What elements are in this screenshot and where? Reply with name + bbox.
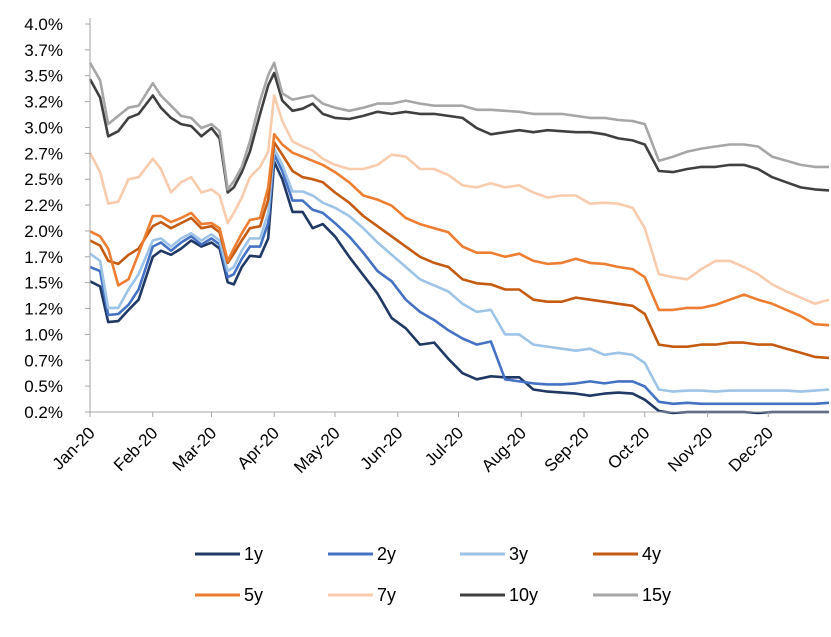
y-tick-label: 2.7% <box>24 144 63 163</box>
series-line-4y <box>89 141 830 360</box>
x-tick-label: Sep-20 <box>541 423 593 475</box>
series-line-5y <box>89 133 830 327</box>
x-tick-label: Jan-20 <box>49 423 99 473</box>
series-line-7y <box>88 94 830 306</box>
x-tick-label: Feb-20 <box>110 423 162 475</box>
legend-label-3y: 3y <box>509 544 528 564</box>
y-tick-label: 0.5% <box>24 377 63 396</box>
series-line-15y <box>88 61 829 191</box>
legend-label-2y: 2y <box>377 544 396 564</box>
y-tick-label: 1.0% <box>24 325 63 344</box>
series-line-1y <box>89 160 829 415</box>
plot-lines <box>88 61 830 415</box>
y-tick-label: 2.5% <box>24 170 63 189</box>
legend-label-4y: 4y <box>642 544 661 564</box>
x-tick-label: Aug-20 <box>478 423 530 475</box>
y-tick-label: 2.0% <box>24 222 63 241</box>
legend-label-15y: 15y <box>642 585 671 605</box>
legend-label-1y: 1y <box>244 544 263 564</box>
x-tick-label: Dec-20 <box>725 423 777 475</box>
x-tick-label: Jul-20 <box>421 423 467 469</box>
y-tick-label: 3.2% <box>24 93 63 112</box>
x-tick-label: May-20 <box>290 423 344 477</box>
y-tick-label: 3.5% <box>24 67 63 86</box>
legend-label-10y: 10y <box>509 585 538 605</box>
legend-label-5y: 5y <box>244 585 263 605</box>
legend: 1y 2y 3y 4y 5y 7y 10y 15y <box>195 544 671 605</box>
y-tick-label: 4.0% <box>24 15 63 34</box>
y-tick-label: 1.5% <box>24 274 63 293</box>
y-tick-label: 1.7% <box>24 248 63 267</box>
y-tick-label: 0.2% <box>24 403 63 422</box>
y-tick-label: 1.2% <box>24 300 63 319</box>
series-line-10y <box>88 71 830 194</box>
legend-label-7y: 7y <box>377 585 396 605</box>
x-tick-label: Apr-20 <box>234 423 284 473</box>
y-tick-label: 3.7% <box>24 41 63 60</box>
x-tick-label: Jun-20 <box>356 423 406 473</box>
series-line-3y <box>89 147 830 393</box>
x-axis: Jan-20 Feb-20 Mar-20 Apr-20 May-20 Jun-20 Jul-… <box>49 411 829 477</box>
y-tick-label: 0.7% <box>24 351 63 370</box>
series-line-2y <box>89 153 830 406</box>
y-axis: 4.0% 3.7% 3.5% 3.2% 3.0% 2.7% 2.5% 2.2% 2.0% 1.7%… <box>24 15 91 422</box>
y-tick-label: 2.2% <box>24 196 63 215</box>
y-tick-label: 3.0% <box>24 118 63 137</box>
x-tick-label: Mar-20 <box>169 423 221 475</box>
x-tick-label: Nov-20 <box>664 423 716 475</box>
x-tick-label: Oct-20 <box>604 423 654 473</box>
